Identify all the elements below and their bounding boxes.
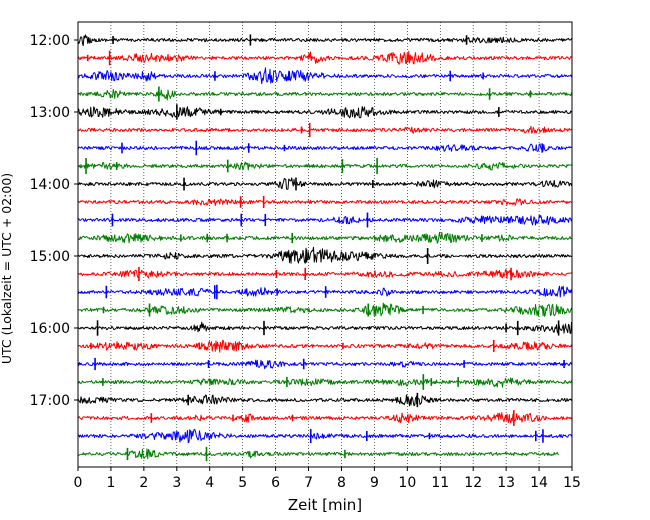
x-tick-label: 4 <box>205 475 214 491</box>
seismic-trace <box>77 34 572 47</box>
x-tick-label: 11 <box>431 475 449 491</box>
seismic-trace <box>77 177 572 190</box>
y-tick-label: 16:00 <box>30 321 70 337</box>
y-axis-ticks: 12:00 13:00 14:00 15:00 16:00 17:00 <box>30 33 78 409</box>
x-tick-label: 6 <box>271 475 280 491</box>
y-tick-label: 17:00 <box>30 393 70 409</box>
x-tick-label: 9 <box>370 475 379 491</box>
x-tick-label: 14 <box>530 475 548 491</box>
seismic-trace <box>77 269 572 279</box>
seismic-trace <box>77 231 572 244</box>
x-tick-label: 0 <box>74 475 83 491</box>
seismic-trace <box>77 428 572 444</box>
seismic-trace <box>77 394 572 407</box>
y-axis-label: UTC (Lokalzeit = UTC + 02:00) <box>0 173 14 364</box>
x-axis-ticks: 0 1 2 3 4 5 6 7 8 9 10 11 12 13 14 15 <box>74 467 581 491</box>
seismic-trace <box>77 359 572 370</box>
seismic-trace <box>77 50 572 65</box>
grid-lines <box>110 22 540 467</box>
seismic-trace <box>77 302 572 317</box>
x-tick-label: 13 <box>497 475 515 491</box>
seismic-trace <box>77 321 572 334</box>
seismic-trace <box>77 339 572 353</box>
seismic-trace <box>77 67 572 85</box>
seismic-trace <box>77 106 572 119</box>
event-spikes <box>85 34 565 462</box>
seismic-trace <box>77 285 572 298</box>
x-tick-label: 12 <box>464 475 482 491</box>
x-tick-label: 5 <box>238 475 247 491</box>
seismic-trace <box>77 143 572 152</box>
seismic-trace <box>77 246 572 264</box>
seismic-trace <box>77 448 559 460</box>
plot-frame <box>77 21 573 468</box>
x-tick-label: 10 <box>398 475 416 491</box>
y-tick-label: 12:00 <box>30 33 70 49</box>
y-tick-label: 15:00 <box>30 249 70 265</box>
seismic-traces <box>77 34 572 460</box>
seismic-trace <box>77 125 572 134</box>
x-tick-label: 3 <box>172 475 181 491</box>
x-tick-label: 1 <box>106 475 115 491</box>
x-tick-label: 8 <box>337 475 346 491</box>
x-tick-label: 2 <box>139 475 148 491</box>
x-tick-label: 7 <box>304 475 313 491</box>
x-axis-label: Zeit [min] <box>288 496 362 514</box>
seismic-trace <box>77 377 572 388</box>
seismic-trace <box>77 161 572 171</box>
seismic-trace <box>77 412 572 424</box>
y-tick-label: 13:00 <box>30 105 70 121</box>
seismic-trace <box>77 88 572 101</box>
seismic-trace <box>77 198 572 207</box>
x-tick-label: 15 <box>563 475 581 491</box>
y-tick-label: 14:00 <box>30 177 70 193</box>
seismic-trace <box>77 214 572 226</box>
